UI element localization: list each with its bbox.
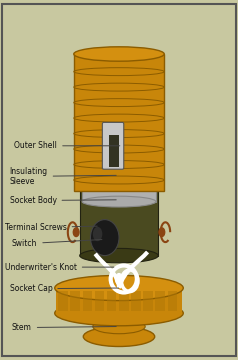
Bar <box>143 291 153 311</box>
Text: Switch: Switch <box>12 239 102 248</box>
Text: Outer Shell: Outer Shell <box>14 141 120 150</box>
Ellipse shape <box>80 169 158 184</box>
Bar <box>56 288 182 313</box>
Bar <box>70 291 80 311</box>
Ellipse shape <box>82 166 156 176</box>
Bar <box>58 291 68 311</box>
Bar <box>168 291 177 311</box>
Text: Stem: Stem <box>12 323 116 332</box>
Bar <box>74 54 164 191</box>
Bar <box>95 291 104 311</box>
Bar <box>107 291 116 311</box>
Ellipse shape <box>83 327 155 346</box>
Text: Socket Cap: Socket Cap <box>10 284 119 293</box>
Circle shape <box>115 274 123 284</box>
Ellipse shape <box>90 220 119 256</box>
Ellipse shape <box>55 301 183 326</box>
Text: Socket Body: Socket Body <box>10 196 116 205</box>
Ellipse shape <box>74 47 164 61</box>
Bar <box>131 291 141 311</box>
Bar <box>119 291 129 311</box>
Ellipse shape <box>93 319 145 334</box>
Text: Terminal Screws: Terminal Screws <box>5 223 97 232</box>
Text: Underwriter's Knot: Underwriter's Knot <box>5 263 114 272</box>
Circle shape <box>159 228 165 237</box>
Ellipse shape <box>93 227 102 241</box>
Ellipse shape <box>55 275 183 301</box>
Bar <box>95 326 143 337</box>
Bar <box>82 171 156 202</box>
Bar <box>109 135 119 167</box>
Text: Insulating
Sleeve: Insulating Sleeve <box>10 167 116 186</box>
Circle shape <box>73 228 79 237</box>
Ellipse shape <box>82 196 156 207</box>
FancyBboxPatch shape <box>102 122 124 169</box>
Ellipse shape <box>80 248 158 263</box>
Bar <box>80 176 158 256</box>
Bar <box>83 291 92 311</box>
Bar <box>155 291 165 311</box>
